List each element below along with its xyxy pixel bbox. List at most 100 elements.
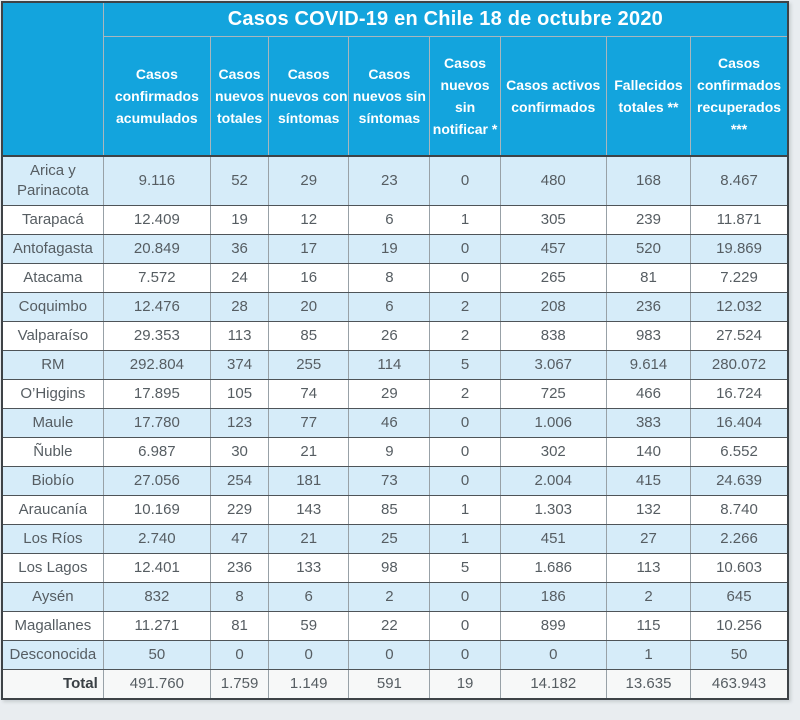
data-cell: 899 xyxy=(500,611,607,641)
data-cell: 140 xyxy=(606,437,692,467)
data-cell: 16.724 xyxy=(690,379,788,409)
data-cell: 645 xyxy=(690,582,788,612)
total-cell: 13.635 xyxy=(606,669,692,699)
data-cell: 12.401 xyxy=(103,553,211,583)
data-cell: 6.552 xyxy=(690,437,788,467)
data-cell: 25 xyxy=(348,524,431,554)
data-cell: 52 xyxy=(210,156,270,206)
data-cell: 6.987 xyxy=(103,437,211,467)
region-name: O’Higgins xyxy=(2,379,104,409)
data-cell: 47 xyxy=(210,524,270,554)
data-cell: 27.056 xyxy=(103,466,211,496)
data-cell: 21 xyxy=(268,524,350,554)
data-cell: 73 xyxy=(348,466,431,496)
data-cell: 0 xyxy=(429,234,501,264)
region-name: Biobío xyxy=(2,466,104,496)
region-name: Desconocida xyxy=(2,640,104,670)
data-cell: 3.067 xyxy=(500,350,607,380)
data-cell: 2 xyxy=(429,379,501,409)
data-cell: 0 xyxy=(429,156,501,206)
data-cell: 10.256 xyxy=(690,611,788,641)
data-cell: 0 xyxy=(268,640,350,670)
data-cell: 1.686 xyxy=(500,553,607,583)
data-cell: 9.614 xyxy=(606,350,692,380)
region-name: RM xyxy=(2,350,104,380)
total-cell: 1.759 xyxy=(210,669,270,699)
data-cell: 19 xyxy=(348,234,431,264)
data-cell: 292.804 xyxy=(103,350,211,380)
data-cell: 2.740 xyxy=(103,524,211,554)
data-cell: 81 xyxy=(606,263,692,293)
table-row: Araucanía 10.169 229 143 85 1 1.303 132 8.740 xyxy=(2,495,788,525)
total-label: Total xyxy=(2,669,104,699)
column-header-fallecidos-totales: Fallecidos totales ** xyxy=(605,36,691,157)
data-cell: 415 xyxy=(606,466,692,496)
table-body: Arica y Parinacota 9.116 52 29 23 0 480 168 8.46… xyxy=(2,156,788,670)
column-header-casos-nuevos-con-sintomas: Casos nuevos con síntomas xyxy=(268,36,349,157)
total-cell: 14.182 xyxy=(500,669,607,699)
table-row: Maule 17.780 123 77 46 0 1.006 383 16.404 xyxy=(2,408,788,438)
column-header-casos-nuevos-sin-sintomas: Casos nuevos sin síntomas xyxy=(348,36,430,157)
region-name: Aysén xyxy=(2,582,104,612)
data-cell: 11.871 xyxy=(690,205,788,235)
total-cell: 491.760 xyxy=(103,669,211,699)
corner-cell xyxy=(2,2,104,157)
data-cell: 265 xyxy=(500,263,607,293)
data-cell: 7.229 xyxy=(690,263,788,293)
data-cell: 16 xyxy=(268,263,350,293)
data-cell: 10.603 xyxy=(690,553,788,583)
data-cell: 229 xyxy=(210,495,270,525)
table-row: O’Higgins 17.895 105 74 29 2 725 466 16.724 xyxy=(2,379,788,409)
region-name: Antofagasta xyxy=(2,234,104,264)
data-cell: 181 xyxy=(268,466,350,496)
data-cell: 0 xyxy=(429,611,501,641)
data-cell: 59 xyxy=(268,611,350,641)
data-cell: 8 xyxy=(348,263,431,293)
data-cell: 50 xyxy=(690,640,788,670)
table-row: Magallanes 11.271 81 59 22 0 899 115 10.256 xyxy=(2,611,788,641)
data-cell: 133 xyxy=(268,553,350,583)
data-cell: 26 xyxy=(348,321,431,351)
data-cell: 8.740 xyxy=(690,495,788,525)
data-cell: 0 xyxy=(429,582,501,612)
total-cell: 591 xyxy=(348,669,431,699)
region-name: Arica y Parinacota xyxy=(2,156,104,206)
data-cell: 0 xyxy=(429,263,501,293)
data-cell: 832 xyxy=(103,582,211,612)
data-cell: 1.303 xyxy=(500,495,607,525)
data-cell: 2.004 xyxy=(500,466,607,496)
data-cell: 8 xyxy=(210,582,270,612)
data-cell: 186 xyxy=(500,582,607,612)
data-cell: 168 xyxy=(606,156,692,206)
data-cell: 16.404 xyxy=(690,408,788,438)
data-cell: 12 xyxy=(268,205,350,235)
data-cell: 305 xyxy=(500,205,607,235)
data-cell: 983 xyxy=(606,321,692,351)
data-cell: 7.572 xyxy=(103,263,211,293)
data-cell: 36 xyxy=(210,234,270,264)
data-cell: 0 xyxy=(348,640,431,670)
data-cell: 74 xyxy=(268,379,350,409)
data-cell: 236 xyxy=(606,292,692,322)
data-cell: 1 xyxy=(429,495,501,525)
data-cell: 255 xyxy=(268,350,350,380)
data-cell: 239 xyxy=(606,205,692,235)
data-cell: 1 xyxy=(606,640,692,670)
data-cell: 302 xyxy=(500,437,607,467)
data-cell: 6 xyxy=(268,582,350,612)
column-header-casos-confirmados-acumulados: Casos confirmados acumulados xyxy=(103,36,211,157)
data-cell: 115 xyxy=(606,611,692,641)
data-cell: 2.266 xyxy=(690,524,788,554)
table-row: Los Lagos 12.401 236 133 98 5 1.686 113 10.603 xyxy=(2,553,788,583)
column-header-casos-nuevos-totales: Casos nuevos totales xyxy=(209,36,269,157)
data-cell: 113 xyxy=(606,553,692,583)
region-name: Atacama xyxy=(2,263,104,293)
table-row: Coquimbo 12.476 28 20 6 2 208 236 12.032 xyxy=(2,292,788,322)
data-cell: 6 xyxy=(348,205,431,235)
table-row: Atacama 7.572 24 16 8 0 265 81 7.229 xyxy=(2,263,788,293)
data-cell: 17.780 xyxy=(103,408,211,438)
data-cell: 725 xyxy=(500,379,607,409)
data-cell: 123 xyxy=(210,408,270,438)
table-row: Ñuble 6.987 30 21 9 0 302 140 6.552 xyxy=(2,437,788,467)
data-cell: 236 xyxy=(210,553,270,583)
